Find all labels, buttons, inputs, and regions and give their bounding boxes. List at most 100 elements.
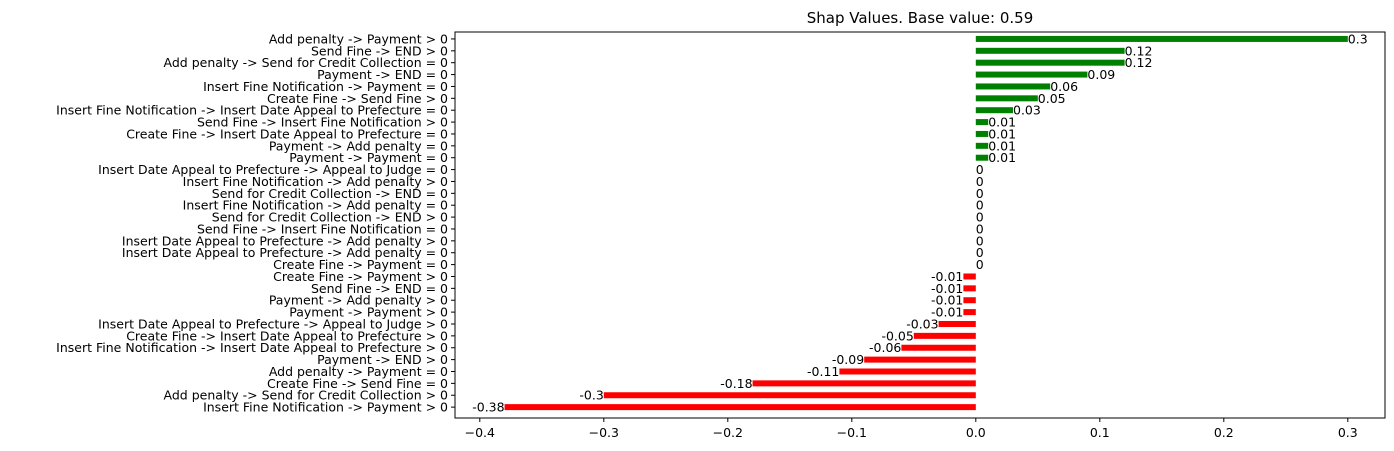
category-label: Payment -> Payment > 0 [289,305,448,320]
value-label: 0 [976,162,984,177]
value-label: 0.05 [1038,91,1066,106]
category-label: Send Fine -> Insert Fine Notification > … [197,115,448,130]
bar [603,392,976,399]
value-labels-group: 0.30.120.120.090.060.050.030.010.010.010… [472,31,1367,414]
value-label: -0.38 [472,400,504,415]
value-label: -0.09 [832,352,864,367]
bar [963,297,976,304]
category-label: Add penalty -> Send for Credit Collectio… [164,388,449,403]
x-tick-label: 0.2 [1214,425,1234,440]
bar [975,130,989,137]
value-label: 0.09 [1087,67,1115,82]
category-label: Payment -> END > 0 [317,352,448,367]
value-label: 0 [976,221,984,236]
value-label: -0.3 [579,388,603,403]
value-label: -0.03 [906,316,938,331]
category-label: Insert Date Appeal to Prefecture -> Appe… [98,162,448,177]
value-label: -0.01 [931,269,963,284]
bar [901,344,976,351]
bar [913,332,976,339]
category-label: Payment -> Add penalty > 0 [269,293,448,308]
category-label: Insert Fine Notification -> Payment > 0 [203,400,448,415]
value-label: 0 [976,174,984,189]
bar [975,119,989,126]
category-label: Add penalty -> Payment > 0 [269,31,448,46]
value-label: 0.12 [1125,43,1153,58]
bar [938,320,976,327]
bar [975,154,989,161]
bars-group [504,35,1348,411]
bar [975,59,1125,66]
value-label: -0.01 [931,305,963,320]
category-label: Insert Date Appeal to Prefecture -> Add … [122,245,448,260]
category-label: Send for Credit Collection -> END = 0 [212,186,448,201]
bar [975,142,989,149]
value-label: 0.01 [988,126,1016,141]
x-tick-label: 0.3 [1338,425,1358,440]
x-tick-label: −0.2 [713,425,743,440]
bar [963,273,976,280]
category-label: Create Fine -> Payment = 0 [273,257,448,272]
value-label: 0.01 [988,138,1016,153]
value-label: 0 [976,210,984,225]
bar [864,356,976,363]
value-label: 0.03 [1013,103,1041,118]
plot-frame [454,31,1386,419]
category-label: Create Fine -> Send Fine > 0 [267,91,448,106]
category-label: Insert Fine Notification -> Insert Date … [56,103,448,118]
category-label: Create Fine -> Insert Date Appeal to Pre… [126,328,448,343]
value-label: 0 [976,198,984,213]
category-label: Send Fine -> END > 0 [311,43,448,58]
category-label: Add penalty -> Send for Credit Collectio… [164,55,449,70]
category-label: Payment -> END = 0 [317,67,448,82]
value-label: 0 [976,233,984,248]
bar [975,35,1348,42]
category-label: Insert Fine Notification -> Insert Date … [56,340,448,355]
value-label: -0.06 [869,340,901,355]
category-label: Create Fine -> Send Fine = 0 [267,376,448,391]
value-label: 0.01 [988,150,1016,165]
x-tick-label: 0.1 [1090,425,1110,440]
category-label: Add penalty -> Payment = 0 [269,364,448,379]
value-label: 0.06 [1050,79,1078,94]
bar [963,309,976,316]
bar [975,95,1038,102]
value-label: 0 [976,257,984,272]
value-label: -0.11 [807,364,839,379]
category-label: Create Fine -> Insert Date Appeal to Pre… [126,126,448,141]
category-label: Insert Date Appeal to Prefecture -> Add … [122,233,448,248]
bar [504,404,976,411]
category-label: Insert Fine Notification -> Payment = 0 [203,79,448,94]
category-label: Payment -> Payment = 0 [289,150,448,165]
category-label: Send for Credit Collection -> END > 0 [212,210,448,225]
bar [752,380,976,387]
bar [975,107,1013,114]
value-label: -0.01 [931,281,963,296]
value-label: -0.01 [931,293,963,308]
category-label: Create Fine -> Payment > 0 [273,269,448,284]
category-label: Payment -> Add penalty = 0 [269,138,448,153]
bar [975,83,1051,90]
value-label: 0.12 [1125,55,1153,70]
category-label: Send Fine -> END = 0 [311,281,448,296]
x-tick-label: 0.0 [966,425,986,440]
value-label: -0.05 [881,328,913,343]
x-tick-label: −0.1 [837,425,867,440]
category-label: Send Fine -> Insert Fine Notification = … [197,221,448,236]
value-label: 0.3 [1348,31,1368,46]
category-label: Insert Fine Notification -> Add penalty … [183,198,448,213]
category-label: Insert Fine Notification -> Add penalty … [183,174,448,189]
value-label: 0 [976,245,984,260]
category-label: Insert Date Appeal to Prefecture -> Appe… [98,316,448,331]
value-label: -0.18 [720,376,752,391]
value-label: 0.01 [988,115,1016,130]
bar [963,285,976,292]
x-tick-label: −0.4 [465,425,495,440]
chart-title: Shap Values. Base value: 0.59 [807,9,1034,27]
x-tick-label: −0.3 [589,425,619,440]
x-axis: −0.4 −0.3 −0.2 −0.1 0.0 0.1 0.2 0.3 [465,418,1358,440]
value-label: 0 [976,186,984,201]
bar [975,71,1088,78]
